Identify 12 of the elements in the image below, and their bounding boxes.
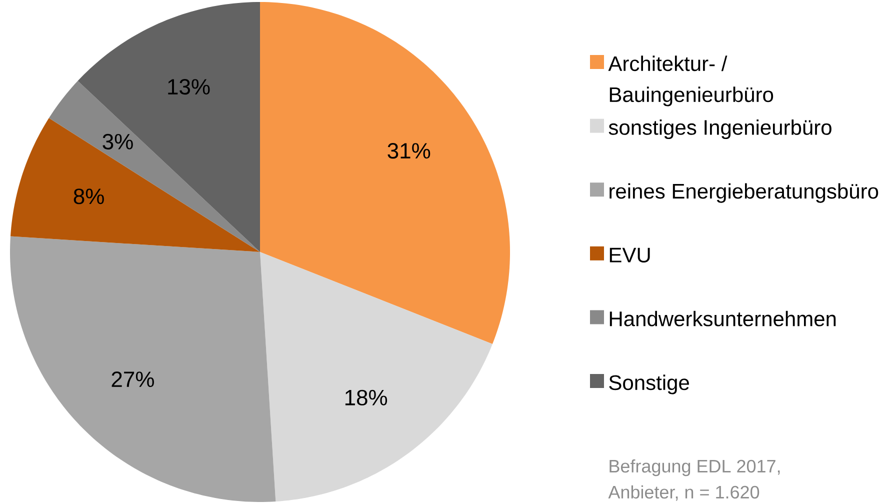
data-label: 8% <box>74 188 104 204</box>
legend-label: Sonstige <box>609 374 689 394</box>
data-label: 3% <box>102 134 133 150</box>
legend-label: sonstiges Ingenieurbüro <box>608 119 832 140</box>
legend-label: reines Energieberatungsbüro <box>610 183 878 203</box>
legend-label: EVU <box>610 248 650 262</box>
legend-label: Handwerksunternehmen <box>610 310 836 326</box>
data-label: 18% <box>345 390 388 406</box>
data-label: 31% <box>388 143 430 159</box>
data-label: 13% <box>168 79 210 95</box>
text: Befragung EDL 2017, Anbieter, n = 1.620 <box>608 459 780 501</box>
data-label: 27% <box>112 372 154 388</box>
